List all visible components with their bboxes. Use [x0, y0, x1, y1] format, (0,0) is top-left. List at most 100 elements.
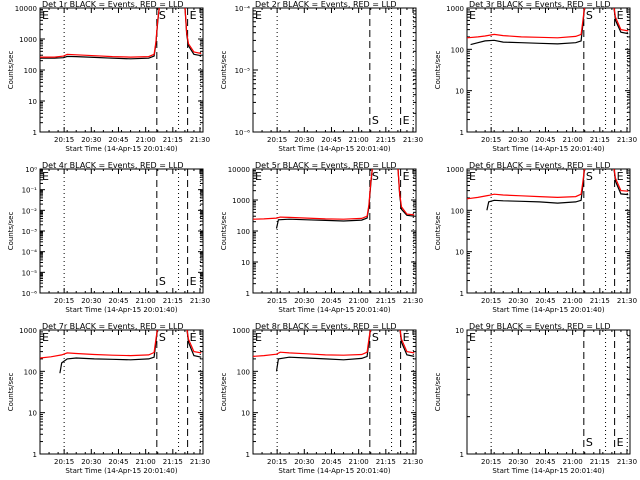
panel-6: Det 6r BLACK = Events, RED = LLD Counts/s…	[434, 161, 637, 314]
y-tick-label: 10⁻²	[22, 207, 38, 215]
panel-title: Det 1r BLACK = Events, RED = LLD	[42, 0, 184, 9]
panel-8: Det 8r BLACK = Events, RED = LLD Counts/s…	[220, 322, 423, 475]
x-tick-label: 20:30	[508, 297, 528, 305]
plot-frame	[252, 168, 417, 294]
series-group	[467, 169, 629, 211]
marker-e: E	[403, 170, 410, 183]
marker-e: E	[190, 331, 197, 344]
marker-e: E	[42, 331, 49, 344]
marker-e: E	[190, 275, 197, 288]
x-tick-label: 21:15	[590, 458, 610, 466]
x-axis-label: Start Time (14-Apr-15 20:01:40)	[65, 306, 177, 314]
x-axis-label: Start Time (14-Apr-15 20:01:40)	[278, 467, 390, 475]
y-tick-label: 10	[455, 327, 464, 335]
x-tick-label: 21:30	[190, 458, 210, 466]
panel-title: Det 9r BLACK = Events, RED = LLD	[469, 322, 611, 331]
y-tick-label: 10	[28, 410, 37, 418]
plot-frame	[466, 7, 631, 133]
y-tick-label: 100	[24, 67, 37, 75]
y-tick-label: 10	[241, 410, 250, 418]
y-tick-label: 10⁻³	[22, 228, 38, 236]
y-tick-label: 1	[460, 129, 464, 137]
marker-e: E	[42, 9, 49, 22]
y-tick-label: 10⁻⁶	[22, 290, 38, 298]
y-tick-label: 1000	[446, 166, 464, 174]
x-tick-label: 21:15	[163, 136, 183, 144]
panel-title: Det 2r BLACK = Events, RED = LLD	[255, 0, 397, 9]
x-tick-label: 21:00	[563, 297, 583, 305]
events-series	[470, 8, 629, 46]
y-tick-label: 1000	[232, 327, 250, 335]
series-group	[40, 330, 202, 374]
marker-e: E	[617, 436, 624, 449]
panel-1: Det 1r BLACK = Events, RED = LLD Counts/s…	[7, 0, 210, 153]
marker-s: S	[372, 114, 379, 127]
marker-e: E	[403, 331, 410, 344]
y-axis-label: Counts/sec	[434, 373, 442, 412]
x-tick-label: 20:45	[108, 458, 128, 466]
marker-e: E	[255, 9, 262, 22]
y-tick-label: 1	[246, 451, 250, 459]
x-tick-label: 20:30	[81, 297, 101, 305]
marker-e: E	[42, 170, 49, 183]
panel-5: Det 5r BLACK = Events, RED = LLD Counts/s…	[220, 161, 423, 314]
x-tick-label: 21:00	[349, 136, 369, 144]
x-tick-label: 21:00	[136, 136, 156, 144]
y-tick-label: 10⁻¹	[22, 187, 38, 195]
marker-s: S	[159, 9, 166, 22]
x-tick-label: 20:30	[508, 458, 528, 466]
lld-series	[253, 330, 415, 357]
series-group	[40, 8, 202, 60]
x-tick-label: 21:15	[163, 458, 183, 466]
x-tick-label: 21:30	[617, 458, 637, 466]
x-tick-label: 20:45	[535, 458, 555, 466]
plot-frame	[466, 168, 631, 294]
marker-e: E	[255, 331, 262, 344]
x-tick-label: 20:45	[108, 136, 128, 144]
x-tick-label: 21:00	[349, 297, 369, 305]
x-axis-label: Start Time (14-Apr-15 20:01:40)	[278, 306, 390, 314]
x-tick-label: 21:30	[403, 136, 423, 144]
plot-frame	[39, 168, 204, 294]
y-axis-label: Counts/sec	[220, 51, 228, 90]
marker-s: S	[586, 436, 593, 449]
y-tick-label: 1	[33, 451, 37, 459]
x-tick-label: 20:45	[321, 458, 341, 466]
lld-series	[253, 169, 415, 220]
x-tick-label: 21:15	[376, 136, 396, 144]
x-tick-label: 20:30	[81, 136, 101, 144]
x-tick-label: 21:15	[376, 458, 396, 466]
x-tick-label: 21:30	[190, 297, 210, 305]
x-tick-label: 20:15	[267, 458, 287, 466]
y-tick-label: 1	[460, 451, 464, 459]
x-tick-label: 20:30	[294, 297, 314, 305]
y-tick-label: 100	[24, 368, 37, 376]
y-tick-label: 10⁻⁵	[235, 67, 251, 75]
x-tick-label: 20:15	[54, 458, 74, 466]
y-tick-label: 10	[28, 98, 37, 106]
events-series	[59, 330, 202, 374]
panel-2: Det 2r BLACK = Events, RED = LLD Counts/s…	[220, 0, 423, 153]
x-tick-label: 21:15	[376, 297, 396, 305]
x-tick-label: 20:30	[294, 136, 314, 144]
x-axis-label: Start Time (14-Apr-15 20:01:40)	[65, 145, 177, 153]
marker-e: E	[190, 9, 197, 22]
x-tick-label: 20:15	[481, 458, 501, 466]
panel-4: Det 4r BLACK = Events, RED = LLD Counts/s…	[7, 161, 210, 314]
plot-frame	[252, 329, 417, 455]
y-tick-label: 1	[33, 129, 37, 137]
y-tick-label: 100	[451, 46, 464, 54]
y-tick-label: 10⁻⁴	[22, 249, 38, 257]
x-tick-label: 21:30	[403, 297, 423, 305]
x-tick-label: 20:15	[54, 136, 74, 144]
x-tick-label: 20:45	[535, 136, 555, 144]
x-axis-label: Start Time (14-Apr-15 20:01:40)	[492, 145, 604, 153]
x-tick-label: 21:30	[617, 136, 637, 144]
panel-7: Det 7r BLACK = Events, RED = LLD Counts/s…	[7, 322, 210, 475]
series-group	[467, 8, 629, 46]
y-tick-label: 1	[246, 290, 250, 298]
plot-frame	[252, 7, 417, 133]
y-axis-label: Counts/sec	[434, 51, 442, 90]
y-axis-label: Counts/sec	[7, 212, 15, 251]
